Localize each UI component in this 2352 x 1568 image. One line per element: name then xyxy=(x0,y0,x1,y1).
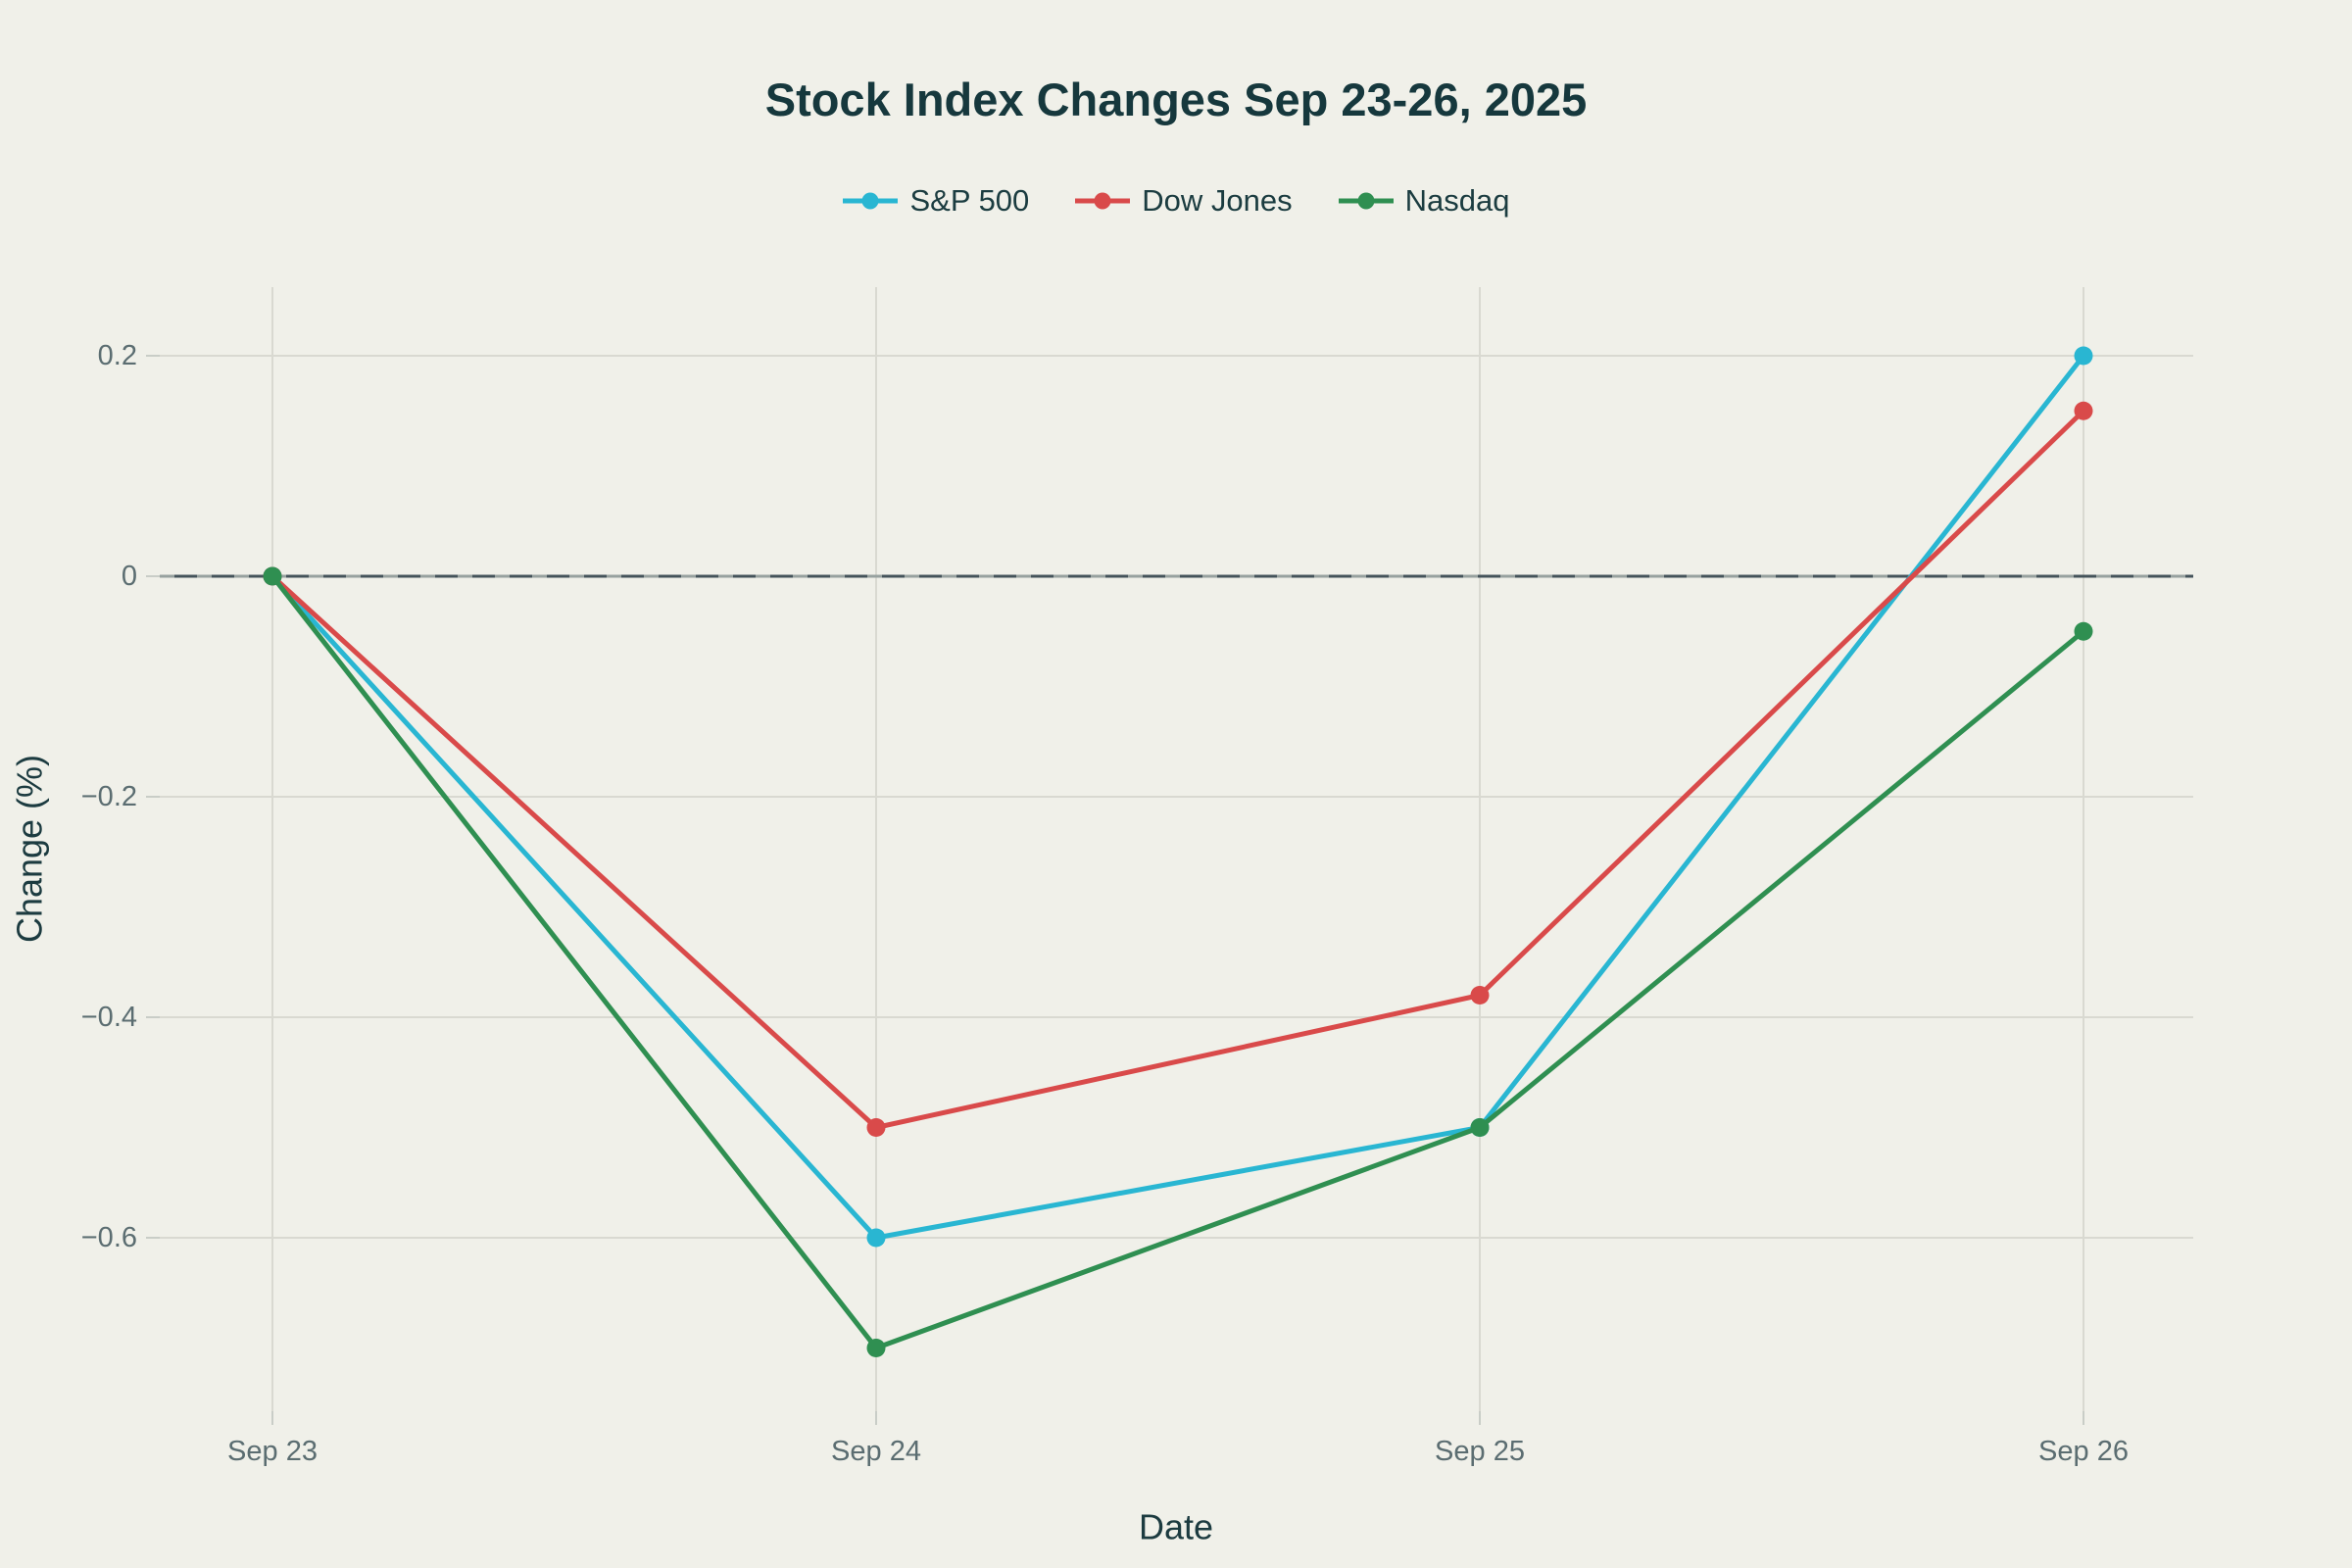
data-point-s-p-500-3[interactable] xyxy=(2074,346,2093,366)
legend-item-s-p-500[interactable]: S&P 500 xyxy=(842,183,1029,219)
legend-swatch-nasdaq-icon xyxy=(1338,192,1394,210)
x-tick-label: Sep 26 xyxy=(2038,1436,2129,1467)
tick-layer: 0.2 0 −0.2 −0.4 −0.6 Sep 23 Sep 24 Sep 25 Sep 26 xyxy=(81,340,2129,1467)
series-layer xyxy=(263,346,2093,1357)
y-axis-title: Change (%) xyxy=(10,755,50,943)
legend-label: Nasdaq xyxy=(1404,183,1510,218)
data-point-nasdaq-1[interactable] xyxy=(866,1339,886,1357)
data-point-dow-jones-1[interactable] xyxy=(866,1118,886,1137)
grid-layer xyxy=(160,287,2193,1411)
x-tick-label: Sep 23 xyxy=(227,1436,318,1467)
legend-swatch-s-p-500-icon xyxy=(843,192,899,210)
data-point-nasdaq-0[interactable] xyxy=(263,566,282,586)
legend-item-dow-jones[interactable]: Dow Jones xyxy=(1074,183,1293,219)
series-line-dow-jones xyxy=(270,408,2086,1130)
data-point-dow-jones-2[interactable] xyxy=(1470,986,1490,1004)
legend-swatch-dow-jones-icon xyxy=(1075,192,1131,210)
data-point-s-p-500-1[interactable] xyxy=(866,1228,886,1248)
y-tick-label: 0 xyxy=(122,561,137,592)
chart-title: Stock Index Changes Sep 23-26, 2025 xyxy=(764,74,1588,125)
series-line-s-p-500 xyxy=(270,353,2086,1241)
data-point-nasdaq-3[interactable] xyxy=(2074,621,2093,641)
y-tick-label: 0.2 xyxy=(98,340,137,371)
legend-item-nasdaq[interactable]: Nasdaq xyxy=(1338,183,1510,219)
data-point-dow-jones-3[interactable] xyxy=(2074,401,2093,420)
y-tick-label: −0.2 xyxy=(81,781,137,812)
y-tick-label: −0.4 xyxy=(81,1002,137,1033)
legend-label: S&P 500 xyxy=(909,183,1030,218)
data-point-nasdaq-2[interactable] xyxy=(1470,1118,1490,1137)
series-line-nasdaq xyxy=(270,573,2086,1350)
x-axis-title: Date xyxy=(1139,1507,1213,1547)
legend: S&P 500 Dow Jones Nasdaq xyxy=(0,183,2352,219)
x-tick-label: Sep 25 xyxy=(1435,1436,1525,1467)
x-tick-label: Sep 24 xyxy=(831,1436,921,1467)
legend-label: Dow Jones xyxy=(1142,183,1293,218)
y-tick-label: −0.6 xyxy=(81,1222,137,1253)
